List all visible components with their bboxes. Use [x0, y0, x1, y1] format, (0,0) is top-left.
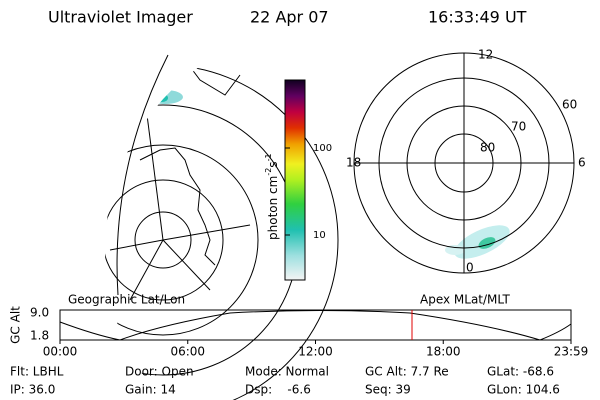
info-field: Gain: 14: [125, 383, 176, 397]
y-tick: 1.8: [30, 329, 49, 343]
mlt-label: 18: [346, 156, 361, 170]
info-field: GLat: -68.6: [487, 365, 554, 379]
info-field: Seq: 39: [365, 383, 411, 397]
timeline-y-label: GC Alt: [9, 306, 23, 344]
limb: [116, 54, 169, 296]
x-tick-label: 06:00: [170, 345, 205, 359]
time: 16:33:49 UT: [428, 8, 527, 27]
lat-label: 70: [511, 120, 526, 134]
altitude-curve: [59, 310, 572, 341]
timeline-left-label: Geographic Lat/Lon: [68, 293, 185, 307]
mlt-label: 12: [478, 48, 493, 62]
info-field: Flt: LBHL: [10, 365, 64, 379]
label-exp: -1: [264, 153, 273, 161]
colorbar-label: photon cm-2s-1: [264, 153, 280, 240]
info-field: Dsp: -6.6: [245, 383, 311, 397]
info-field: Door: Open: [125, 365, 194, 379]
date: 22 Apr 07: [250, 8, 329, 27]
timeline-right-label: Apex MLat/MLT: [420, 293, 510, 307]
lat-label: 60: [562, 98, 577, 112]
info-panel: Flt: LBHL Door: Open Mode: Normal GC Alt: 7…: [10, 365, 560, 397]
mlt-label: 6: [578, 156, 586, 170]
info-field: Mode: Normal: [245, 365, 329, 379]
colorbar-tick: 10: [313, 230, 326, 241]
y-tick: 9.0: [30, 306, 49, 320]
x-ticks: 00:00 06:00 12:00 18:00 23:59: [43, 340, 589, 359]
x-tick-label: 18:00: [426, 345, 461, 359]
info-field: GC Alt: 7.7 Re: [365, 365, 449, 379]
label-exp: -2: [264, 168, 273, 176]
x-tick-label: 00:00: [43, 345, 78, 359]
x-tick-label: 12:00: [298, 345, 333, 359]
colorbar-tick: 100: [313, 143, 332, 154]
polar-plot: 12 18 6 0 60 70 80: [346, 48, 586, 275]
lat-label: 80: [480, 141, 495, 155]
info-field: IP: 36.0: [10, 383, 55, 397]
colorbar: [284, 79, 306, 281]
label-unit: s: [266, 161, 280, 167]
x-tick-label: 23:59: [554, 345, 589, 359]
mlt-label: 0: [466, 261, 474, 275]
info-field: GLon: 104.6: [487, 383, 560, 397]
label-text: photon cm: [266, 176, 280, 240]
title: Ultraviolet Imager: [48, 8, 193, 27]
